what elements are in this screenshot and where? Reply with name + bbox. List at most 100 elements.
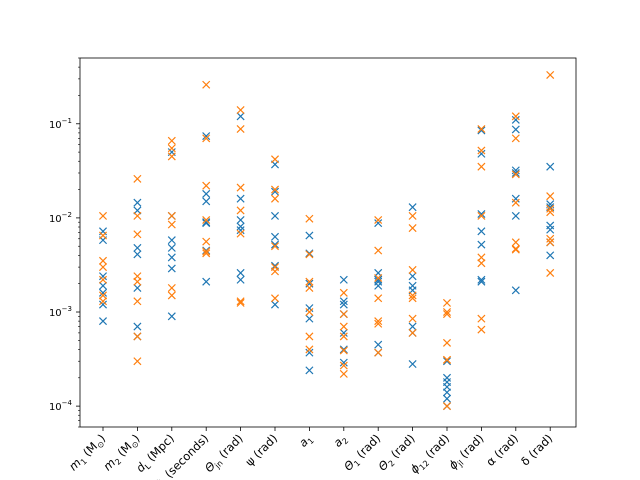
series2-marker-5-3 [270, 242, 280, 251]
series2-marker-9-2 [408, 265, 417, 274]
series2-marker-10-2 [442, 310, 452, 319]
series2-marker-8-1 [374, 246, 383, 255]
series1-marker-11-2 [477, 209, 486, 219]
series1-marker-12-4 [511, 194, 520, 203]
series2-marker-6-1 [305, 250, 314, 259]
series1-marker-12-0 [511, 115, 520, 124]
series2-marker-1-1 [133, 211, 142, 220]
series2-marker-3-5 [202, 249, 211, 258]
x-tick-label-13: δ (rad) [518, 431, 555, 468]
series2-marker-13-3 [546, 208, 555, 217]
plot-frame [79, 57, 577, 428]
series1-marker-9-4 [408, 322, 417, 331]
series1-marker-6-1 [305, 249, 314, 258]
series2-marker-8-3 [374, 294, 383, 303]
series2-marker-8-0 [374, 215, 383, 225]
series1-marker-9-6 [408, 360, 417, 369]
series2-marker-9-1 [408, 224, 417, 233]
x-tick-label-0: m1 (M⊙) [66, 431, 110, 475]
y-tick-label-3: 10−1 [49, 117, 72, 131]
series1-marker-0-5 [98, 300, 108, 309]
x-tick-label-8: Θ1 (rad) [341, 431, 385, 475]
series2-marker-2-3 [167, 211, 176, 220]
series1-marker-1-4 [133, 283, 142, 293]
series2-marker-4-5 [236, 297, 245, 306]
y-tick-label-0: 10−4 [49, 399, 73, 413]
series1-marker-4-6 [236, 275, 245, 284]
series2-marker-1-6 [133, 332, 142, 341]
series2-marker-10-5 [442, 355, 452, 364]
series1-marker-3-3 [202, 218, 211, 227]
series2-marker-2-4 [167, 220, 176, 229]
series2-marker-10-0 [442, 298, 452, 307]
series1-marker-11-5 [477, 275, 486, 284]
series1-marker-5-3 [270, 232, 280, 241]
series2-marker-6-6 [305, 345, 314, 354]
series1-marker-0-2 [98, 272, 108, 281]
series1-marker-9-1 [408, 272, 417, 281]
series1-marker-3-6 [202, 277, 211, 286]
y-axis: 10−4 10−3 10−2 10−1 [49, 57, 80, 428]
series1-marker-8-5 [374, 340, 383, 349]
series1-marker-3-0 [202, 132, 211, 141]
series1-marker-6-0 [305, 231, 314, 240]
series2-marker-10-1 [442, 307, 452, 317]
series1-marker-12-6 [511, 286, 520, 295]
series1-marker-6-6 [305, 366, 314, 375]
series1-marker-0-4 [98, 288, 108, 297]
series2-marker-2-1 [167, 144, 176, 153]
x-tick-label-11: ϕjl (rad) [446, 431, 488, 473]
series2-marker-3-6 [202, 247, 211, 256]
series1-marker-2-2 [167, 236, 176, 245]
series1-marker-8-2 [374, 275, 383, 284]
series2-marker-6-3 [305, 283, 314, 293]
series2-marker-1-2 [133, 230, 142, 239]
series1-marker-5-1 [270, 187, 280, 196]
series2-marker-5-6 [270, 294, 280, 303]
series1-marker-0-3 [98, 281, 108, 290]
series2-marker-13-0 [546, 70, 555, 80]
series1-marker-3-5 [202, 246, 211, 255]
series2-marker-13-4 [546, 234, 555, 243]
series1-marker-2-5 [167, 264, 176, 273]
series2-marker-13-5 [546, 238, 555, 247]
series2-marker-8-5 [374, 319, 383, 328]
series2-marker-6-0 [305, 214, 314, 223]
series2-marker-9-5 [408, 314, 417, 323]
series2-marker-11-4 [477, 253, 486, 262]
x-tick-label-6: a1 [296, 431, 316, 451]
series1-marker-1-0 [133, 198, 142, 207]
series1-marker-4-0 [236, 112, 245, 121]
series2-marker-2-2 [167, 152, 176, 161]
series2-marker-13-1 [546, 192, 555, 201]
series1-marker-12-1 [511, 125, 520, 134]
series2-marker-0-3 [98, 263, 108, 272]
series1-marker-6-3 [305, 304, 314, 313]
series2-marker-7-0 [339, 288, 348, 297]
x-tick-label-12: α (rad) [483, 431, 521, 469]
series1-marker-4-1 [236, 194, 245, 203]
series1-marker-12-3 [511, 168, 520, 178]
series2-marker-1-5 [133, 297, 142, 306]
series2-marker-12-6 [511, 244, 520, 253]
series2-marker-10-3 [442, 338, 452, 347]
series2-marker-13-6 [546, 268, 555, 277]
series1-marker-10-5 [442, 394, 452, 403]
y-tick-label-2: 10−2 [49, 211, 72, 225]
series2-marker-11-3 [477, 211, 486, 220]
series1-marker-5-6 [270, 300, 280, 309]
x-tick-label-7: a2 [330, 431, 350, 451]
x-tick-label-5: ψ (rad) [242, 431, 280, 469]
series2-marker-5-2 [270, 194, 280, 203]
series1-marker-7-1 [339, 297, 348, 306]
series1-marker-11-6 [477, 277, 486, 286]
series2-marker-12-2 [511, 170, 520, 179]
series2-marker-0-5 [98, 291, 108, 300]
series2-marker-4-6 [236, 298, 245, 307]
series2-marker-0-0 [98, 211, 108, 220]
series1-marker-2-4 [167, 253, 176, 262]
series1-marker-8-4 [374, 281, 383, 290]
series2-marker-12-3 [511, 198, 520, 207]
series2-marker-0-4 [98, 275, 108, 284]
series1-marker-4-2 [236, 215, 245, 225]
